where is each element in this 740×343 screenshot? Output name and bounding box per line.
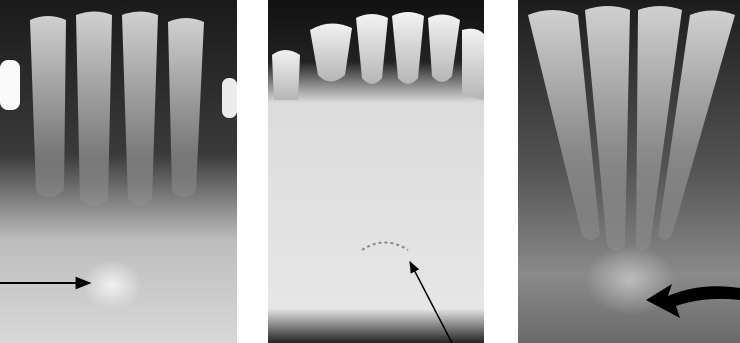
lesion (82, 260, 142, 310)
panel-left (0, 0, 237, 343)
tooth (428, 14, 460, 83)
panel-middle (268, 0, 484, 343)
arrow (409, 260, 453, 343)
restoration (0, 60, 20, 110)
tooth (310, 23, 352, 82)
tooth (392, 12, 424, 84)
tooth (585, 6, 630, 250)
teeth (30, 11, 204, 206)
teeth (528, 6, 735, 250)
tooth (122, 11, 158, 206)
restoration (222, 78, 237, 118)
tooth (636, 6, 682, 250)
tooth (30, 16, 66, 198)
teeth (272, 12, 484, 101)
tooth (462, 28, 484, 101)
tooth (76, 11, 112, 206)
lesion (361, 241, 409, 251)
curved-arrow (646, 284, 740, 318)
tooth (356, 14, 388, 84)
tooth (658, 10, 735, 240)
panel-right (518, 0, 740, 343)
tooth (168, 18, 204, 198)
tooth (272, 50, 300, 100)
tooth (528, 10, 600, 240)
